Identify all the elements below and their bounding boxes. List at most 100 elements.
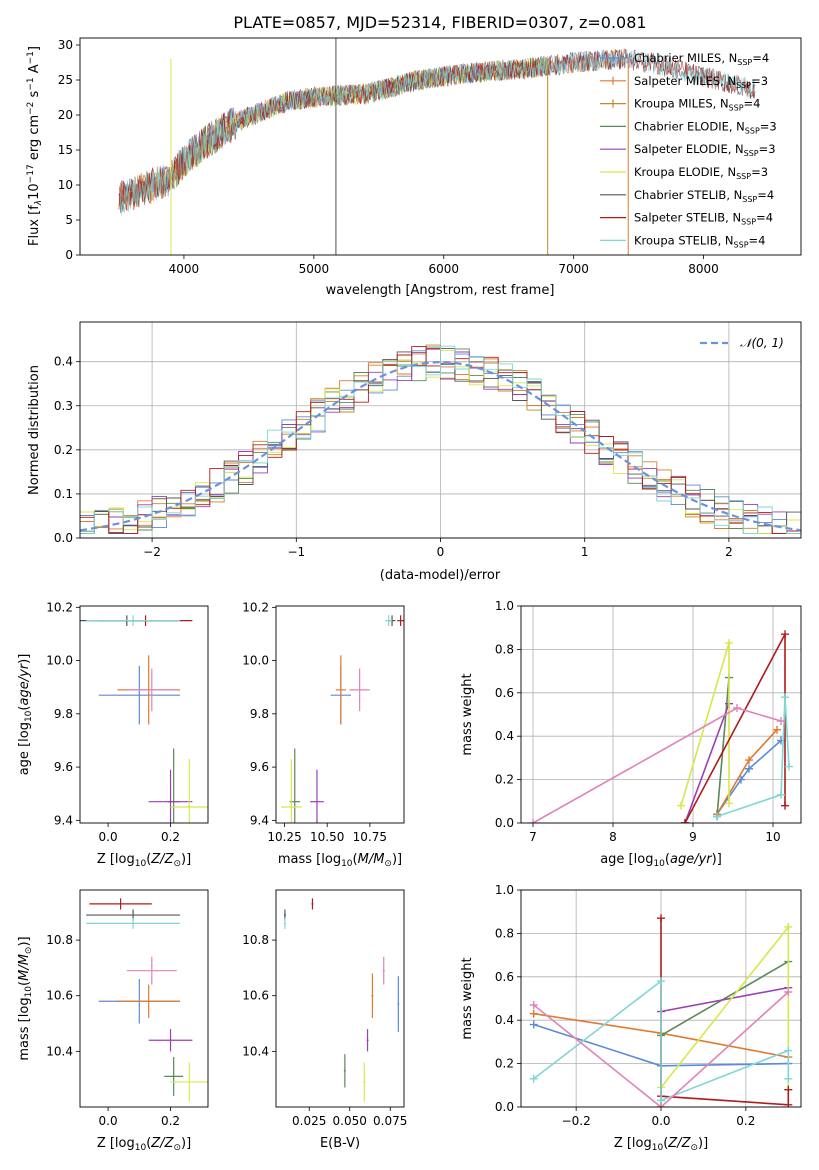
weight-marker <box>784 1100 793 1107</box>
weight-marker <box>725 799 733 808</box>
x-tick-label: 0 <box>437 545 445 559</box>
y-tick-label: 25 <box>58 73 73 87</box>
x-tick-label: 0.2 <box>736 1114 755 1128</box>
y-tick-label: 10.2 <box>46 600 73 614</box>
y-tick-label: 0.0 <box>54 531 73 545</box>
y-tick-label: 9.4 <box>54 813 73 827</box>
y-tick-label: 10.6 <box>242 989 269 1003</box>
y-tick-label: 10.4 <box>46 1044 73 1058</box>
x-tick-label: −1 <box>287 545 305 559</box>
x-tick-label: 1 <box>581 545 589 559</box>
plot-area <box>281 615 404 823</box>
weight-line <box>716 697 790 818</box>
y-tick-label: 0.2 <box>54 443 73 457</box>
weight-marker <box>773 725 781 734</box>
weight-marker <box>677 801 685 810</box>
weight-marker <box>529 1020 538 1029</box>
legend-label: Salpeter MILES, NSSP=3 <box>634 74 768 90</box>
weight-marker <box>784 1046 793 1055</box>
x-tick-label: 8000 <box>688 262 719 276</box>
y-tick-label: 0.4 <box>495 729 514 743</box>
weight-marker <box>745 764 753 773</box>
y-tick-label: 10.8 <box>242 933 269 947</box>
spectrum-line <box>118 49 756 214</box>
x-tick-label: 0.050 <box>333 1114 367 1128</box>
weight-line <box>532 707 782 823</box>
weight-marker <box>681 819 689 823</box>
x-tick-label: 0.0 <box>651 1114 670 1128</box>
spectrum-line <box>118 48 756 216</box>
y-tick-label: 0.4 <box>54 355 73 369</box>
y-axis-label: mass [log10(M/M⊙)] <box>17 936 34 1060</box>
normal-curve <box>80 360 801 532</box>
weight-marker <box>713 812 721 821</box>
x-tick-label: −0.2 <box>562 1114 591 1128</box>
y-axis-label: mass weight <box>460 673 475 755</box>
plot-area <box>80 344 801 535</box>
y-tick-label: 0.8 <box>495 926 514 940</box>
panel-weight_vs_Z: −0.2 0.0 0.2 0.0 0.2 0.4 0.6 0.8 1.0 Z [log10(Z/Z… <box>460 883 802 1153</box>
y-tick-label: 0.4 <box>495 1013 514 1027</box>
y-axis-label: Normed distribution <box>27 365 42 495</box>
panel-age_vs_Z: 0.0 0.2 9.4 9.6 9.8 10.0 10.2 Z [log10(Z/Z⊙)] ag… <box>17 600 209 869</box>
plot-area <box>283 898 400 1102</box>
x-tick-label: 10 <box>765 830 780 844</box>
x-tick-label: 10.75 <box>353 830 387 844</box>
x-axis-label: age [log10(age/yr)] <box>600 852 722 869</box>
weight-marker <box>784 1074 793 1083</box>
x-tick-label: 4000 <box>169 262 200 276</box>
y-axis-label: age [log10(age/yr)] <box>17 654 34 776</box>
legend-label: 𝒩(0, 1) <box>740 336 784 350</box>
weight-marker <box>777 717 785 726</box>
y-tick-label: 0.8 <box>495 642 514 656</box>
y-tick-label: 10.0 <box>242 654 269 668</box>
axes-frame <box>275 605 405 824</box>
y-tick-label: 9.6 <box>54 760 73 774</box>
axes-frame <box>79 321 802 539</box>
y-tick-label: 9.4 <box>250 813 269 827</box>
x-axis-label: Z [log10(Z/Z⊙)] <box>97 1136 191 1153</box>
plot-area <box>86 898 208 1102</box>
plot-area <box>529 630 793 823</box>
panel-mass_vs_EBV: 0.025 0.050 0.075 10.4 10.6 10.8 E(B-V) <box>242 889 407 1151</box>
x-tick-label: 0.0 <box>99 1114 118 1128</box>
x-tick-label: 10.50 <box>310 830 344 844</box>
x-tick-label: 2 <box>725 545 733 559</box>
weight-marker <box>781 693 789 702</box>
y-tick-label: 10.8 <box>46 933 73 947</box>
weight-line <box>660 960 789 1107</box>
x-axis-label: Z [log10(Z/Z⊙)] <box>97 852 191 869</box>
weight-marker <box>733 703 741 712</box>
y-tick-label: 9.6 <box>250 760 269 774</box>
y-tick-label: 0.2 <box>495 773 514 787</box>
panel-age_vs_mass: 10.25 10.50 10.75 9.4 9.6 9.8 10.0 10.2 mass [lo… <box>242 600 405 869</box>
axes-frame <box>79 37 802 256</box>
figure-title: PLATE=0857, MJD=52314, FIBERID=0307, z=0… <box>233 13 646 32</box>
y-tick-label: 10 <box>58 178 73 192</box>
x-tick-label: 7000 <box>558 262 589 276</box>
y-tick-label: 0.0 <box>495 816 514 830</box>
y-tick-label: 10.0 <box>46 654 73 668</box>
axes-frame <box>520 889 802 1108</box>
x-axis-label: (data-model)/error <box>380 568 501 583</box>
axes-frame <box>520 605 802 824</box>
legend-label: Kroupa STELIB, NSSP=4 <box>634 233 765 249</box>
legend-label: Kroupa ELODIE, NSSP=3 <box>634 165 768 181</box>
x-tick-label: 5000 <box>299 262 330 276</box>
weight-marker <box>781 630 789 639</box>
x-tick-label: 7 <box>529 830 537 844</box>
plot-area <box>529 914 793 1107</box>
y-tick-label: 1.0 <box>495 599 514 613</box>
y-tick-label: 15 <box>58 143 73 157</box>
panel-spectrum: 4000 5000 6000 7000 8000 0 5 10 15 20 25 30 waveleng… <box>26 37 802 298</box>
weight-marker <box>529 1001 538 1010</box>
histogram-step <box>80 348 801 535</box>
weight-line <box>660 924 790 1107</box>
weight-line <box>716 677 730 817</box>
panel-mass_vs_Z: 0.0 0.2 10.4 10.6 10.8 Z [log10(Z/Z⊙)] mass [l… <box>17 889 209 1153</box>
weight-marker <box>784 922 793 931</box>
y-tick-label: 5 <box>65 213 73 227</box>
plot-area <box>80 615 208 823</box>
y-axis-label: mass weight <box>460 957 475 1039</box>
